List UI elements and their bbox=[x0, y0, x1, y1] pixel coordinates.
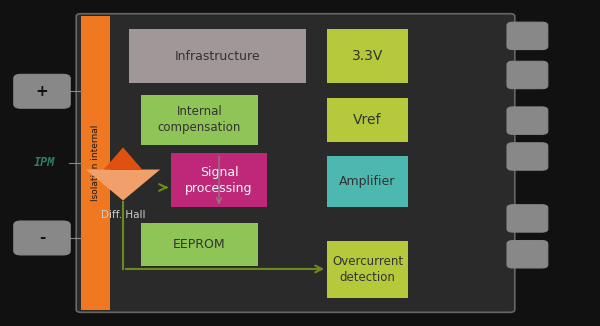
Text: Overcurrent
detection: Overcurrent detection bbox=[332, 255, 403, 284]
FancyBboxPatch shape bbox=[507, 22, 548, 50]
FancyBboxPatch shape bbox=[76, 14, 515, 312]
Text: Amplifier: Amplifier bbox=[340, 175, 395, 188]
Text: Infrastructure: Infrastructure bbox=[175, 50, 260, 63]
Polygon shape bbox=[86, 170, 160, 200]
FancyBboxPatch shape bbox=[507, 241, 548, 268]
Bar bbox=[327, 241, 408, 298]
Bar bbox=[327, 98, 408, 142]
FancyBboxPatch shape bbox=[14, 221, 70, 255]
Text: -: - bbox=[39, 230, 45, 245]
FancyBboxPatch shape bbox=[507, 143, 548, 170]
Text: EEPROM: EEPROM bbox=[173, 238, 226, 251]
FancyBboxPatch shape bbox=[507, 205, 548, 232]
FancyBboxPatch shape bbox=[507, 107, 548, 134]
Text: +: + bbox=[35, 84, 49, 99]
FancyBboxPatch shape bbox=[507, 61, 548, 89]
Bar bbox=[171, 153, 267, 207]
Text: Isolation internal: Isolation internal bbox=[91, 125, 100, 201]
Text: Vref: Vref bbox=[353, 113, 382, 127]
FancyBboxPatch shape bbox=[14, 74, 70, 108]
Text: 3.3V: 3.3V bbox=[352, 49, 383, 63]
Text: IPM: IPM bbox=[34, 156, 56, 170]
Text: Diff. Hall: Diff. Hall bbox=[101, 210, 145, 220]
Polygon shape bbox=[104, 147, 142, 170]
Bar bbox=[141, 95, 258, 145]
Text: Internal
compensation: Internal compensation bbox=[158, 105, 241, 134]
Text: Signal
processing: Signal processing bbox=[185, 166, 253, 195]
Bar bbox=[129, 29, 306, 83]
Bar bbox=[327, 29, 408, 83]
Bar bbox=[141, 223, 258, 266]
Bar bbox=[327, 156, 408, 207]
Bar bbox=[81, 16, 110, 310]
